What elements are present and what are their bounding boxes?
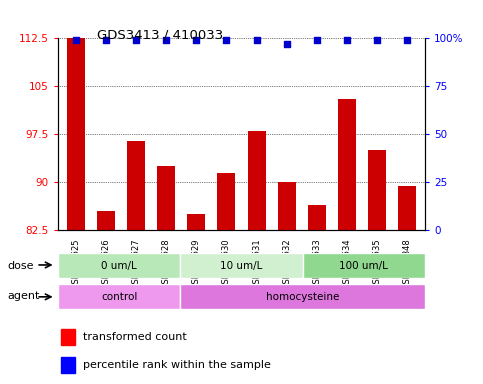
Bar: [368, 151, 386, 230]
Bar: [180, 284, 425, 309]
Bar: [308, 205, 326, 230]
Point: [72, 37, 80, 43]
Point: [132, 37, 140, 43]
Text: dose: dose: [7, 261, 34, 271]
Bar: [247, 131, 266, 230]
Text: percentile rank within the sample: percentile rank within the sample: [83, 361, 271, 371]
Text: control: control: [101, 291, 137, 302]
Point: [102, 37, 110, 43]
Point: [313, 37, 321, 43]
Bar: [398, 185, 416, 230]
Bar: [278, 182, 296, 230]
Text: homocysteine: homocysteine: [266, 291, 340, 302]
Bar: [127, 141, 145, 230]
Point: [193, 37, 200, 43]
Bar: [61, 358, 75, 373]
Bar: [217, 173, 236, 230]
Point: [343, 37, 351, 43]
Text: agent: agent: [7, 291, 40, 301]
Bar: [58, 253, 180, 278]
Bar: [303, 253, 425, 278]
Text: transformed count: transformed count: [83, 332, 187, 342]
Bar: [67, 38, 85, 230]
Bar: [97, 211, 115, 230]
Bar: [338, 99, 356, 230]
Bar: [180, 253, 303, 278]
Point: [283, 41, 290, 47]
Bar: [157, 166, 175, 230]
Bar: [61, 329, 75, 344]
Bar: [187, 214, 205, 230]
Point: [373, 37, 381, 43]
Bar: [58, 284, 180, 309]
Point: [253, 37, 260, 43]
Text: 10 um/L: 10 um/L: [220, 261, 263, 271]
Text: 100 um/L: 100 um/L: [340, 261, 388, 271]
Point: [403, 37, 411, 43]
Point: [162, 37, 170, 43]
Text: 0 um/L: 0 um/L: [101, 261, 137, 271]
Text: GDS3413 / 410033: GDS3413 / 410033: [97, 29, 223, 42]
Point: [223, 37, 230, 43]
